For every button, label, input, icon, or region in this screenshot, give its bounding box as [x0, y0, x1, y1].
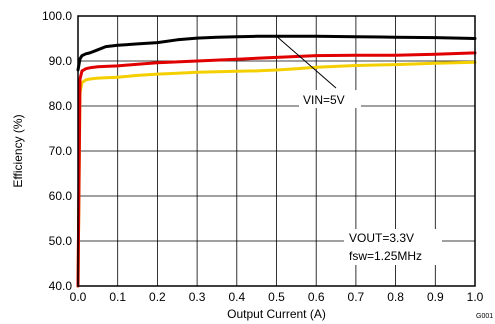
- grid-lines: [78, 16, 475, 286]
- y-axis-label: Efficiency (%): [11, 114, 25, 187]
- y-tick-labels: 40.0 50.0 60.0 70.0 80.0 90.0 100.0: [42, 9, 72, 293]
- annotation-conditions: VOUT=3.3V fsw=1.25MHz: [344, 229, 442, 265]
- x-tick-labels: 0.0 0.1 0.2 0.3 0.4 0.5 0.6 0.7 0.8 0.9 1.0: [70, 290, 484, 304]
- x-tick-label: 0.3: [189, 290, 206, 304]
- figure-code: G001: [476, 313, 493, 320]
- vin-leader-line: [276, 35, 337, 89]
- vin-label-background: [299, 90, 361, 108]
- x-tick-label: 0.4: [228, 290, 245, 304]
- y-tick-label: 40.0: [49, 279, 73, 293]
- x-tick-label: 0.5: [268, 290, 285, 304]
- x-tick-label: 0.0: [70, 290, 87, 304]
- x-tick-label: 1.0: [467, 290, 484, 304]
- series-line-black: [76, 34, 477, 72]
- y-tick-label: 100.0: [42, 9, 72, 23]
- y-tick-label: 90.0: [49, 54, 73, 68]
- x-tick-label: 0.2: [149, 290, 166, 304]
- y-tick-label: 60.0: [49, 189, 73, 203]
- y-tick-label: 70.0: [49, 144, 73, 158]
- annotation-vin: VIN=5V: [276, 35, 361, 108]
- series-line-red: [76, 51, 477, 288]
- series-layer: [76, 34, 477, 288]
- conditions-label-background: [344, 229, 442, 265]
- x-tick-label: 0.6: [308, 290, 325, 304]
- x-axis-label: Output Current (A): [227, 307, 326, 321]
- plot-frame: [77, 15, 476, 287]
- x-tick-label: 0.9: [427, 290, 444, 304]
- series-line-yellow: [76, 60, 477, 288]
- x-tick-label: 0.7: [348, 290, 365, 304]
- y-tick-label: 50.0: [49, 234, 73, 248]
- fsw-label: fsw=1.25MHz: [349, 249, 422, 263]
- vout-label: VOUT=3.3V: [349, 231, 414, 245]
- x-tick-label: 0.1: [109, 290, 126, 304]
- x-tick-label: 0.8: [387, 290, 404, 304]
- vin-label: VIN=5V: [303, 93, 345, 107]
- y-tick-label: 80.0: [49, 99, 73, 113]
